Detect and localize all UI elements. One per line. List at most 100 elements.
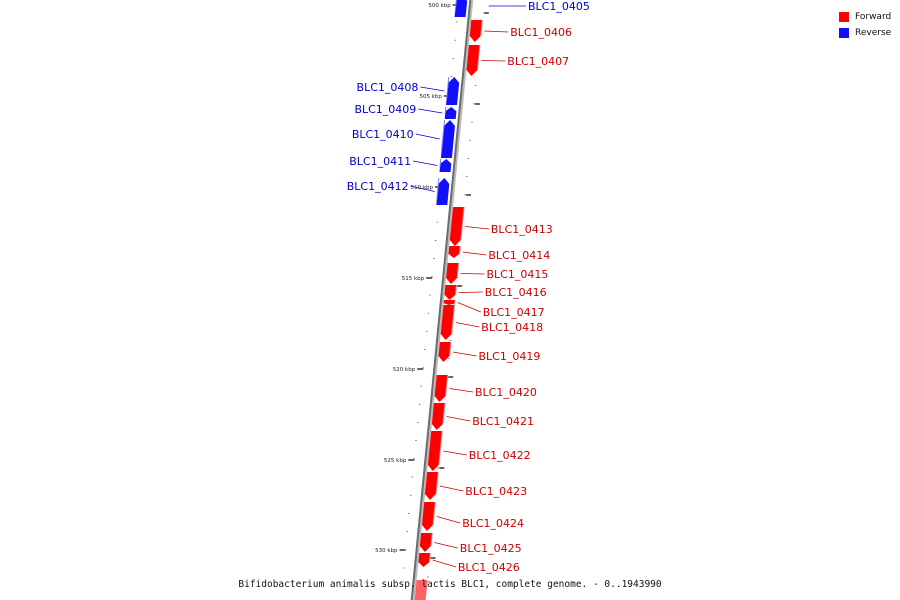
gene-label-blc1-0421[interactable]: BLC1_0421 [472,415,534,428]
legend-label-reverse: Reverse [855,28,892,38]
gene-highlight [436,177,440,200]
gene-label-blc1-0419[interactable]: BLC1_0419 [479,350,541,363]
gene-label-blc1-0413[interactable]: BLC1_0413 [491,223,553,236]
leader-line [420,86,445,92]
gene-arrow-blc1-0423[interactable] [425,472,439,500]
gene-highlight [476,44,481,71]
gene-arrow-blc1-0419[interactable] [438,342,451,362]
gene-arrow-blc1-0405[interactable] [454,0,468,17]
legend-label-forward: Forward [855,12,892,22]
gene-label-blc1-0405[interactable]: BLC1_0405 [528,0,590,13]
leader-line [436,516,461,524]
leader-line [458,291,483,293]
gene-highlight [456,262,460,279]
gene-arrow-blc1-0420[interactable] [434,375,448,402]
gene-highlight [460,206,465,241]
gene-arrow-blc1-0409[interactable] [444,107,457,119]
gene-label-blc1-0420[interactable]: BLC1_0420 [475,386,537,399]
tick-label: 515 kbp [402,276,425,282]
gene-label-blc1-0411[interactable]: BLC1_0411 [349,155,411,168]
gene-arrow-blc1-0424[interactable] [422,502,436,531]
gene-arrow-blc1-0413[interactable] [449,207,465,246]
gene-arrow-blc1-0407[interactable] [466,45,480,76]
gene-arrow-blc1-0411[interactable] [439,159,452,172]
gene-highlight [446,76,450,100]
gene-highlight [428,552,431,563]
gene-arrow-partial [414,580,428,600]
gene-label-blc1-0410[interactable]: BLC1_0410 [352,128,414,141]
gene-highlight [432,501,436,526]
leader-line [432,559,457,568]
gene-highlight [430,532,433,547]
gene-label-blc1-0418[interactable]: BLC1_0418 [481,321,543,334]
leader-line [413,160,438,166]
leader-line [449,388,474,393]
gene-arrow-blc1-0425[interactable] [419,533,433,552]
gene-highlight [439,158,442,168]
gene-highlight [438,430,443,466]
gene-label-blc1-0415[interactable]: BLC1_0415 [487,268,549,281]
legend-item-reverse: Reverse [839,25,891,41]
gene-arrow-blc1-0408[interactable] [446,77,460,105]
gene-arrow-blc1-0421[interactable] [431,403,445,430]
leader-line [465,226,489,230]
leader-line [457,302,481,313]
gene-arrow-blc1-0415[interactable] [446,263,459,284]
gene-highlight [440,119,446,153]
gene-label-blc1-0426[interactable]: BLC1_0426 [458,561,520,574]
gene-highlight [454,0,457,12]
gene-highlight [435,471,439,495]
gene-label-blc1-0414[interactable]: BLC1_0414 [488,249,550,262]
leader-line [462,251,487,256]
leader-line [439,485,464,492]
legend-swatch-forward [839,12,849,22]
leader-line [446,416,471,422]
gene-highlight [451,304,455,335]
gene-label-blc1-0406[interactable]: BLC1_0406 [510,26,572,39]
leader-line [481,60,506,62]
gene-arrow-blc1-0414[interactable] [448,246,461,258]
tick-label: 505 kbp [419,94,442,100]
gene-label-blc1-0423[interactable]: BLC1_0423 [465,485,527,498]
gene-arrow-blc1-0406[interactable] [469,20,483,42]
gene-label-blc1-0425[interactable]: BLC1_0425 [460,542,522,555]
leader-line [455,322,480,328]
gene-arrow-blc1-0416[interactable] [444,285,457,300]
gene-label-blc1-0416[interactable]: BLC1_0416 [485,286,547,299]
gene-arrow-blc1-0417[interactable] [443,300,455,305]
gene-highlight [449,341,452,357]
gene-label-blc1-0424[interactable]: BLC1_0424 [462,517,524,530]
gene-highlight [454,284,457,295]
gene-label-blc1-0412[interactable]: BLC1_0412 [347,180,409,193]
legend: Forward Reverse [839,9,891,41]
tick-label: 525 kbp [384,458,407,464]
leader-line [415,133,440,140]
leader-line [443,450,467,456]
gene-label-blc1-0409[interactable]: BLC1_0409 [354,103,416,116]
leader-line [484,30,509,33]
legend-item-forward: Forward [839,9,891,25]
legend-swatch-reverse [839,28,849,38]
leader-line [460,273,485,275]
leader-line [434,542,458,549]
gene-arrow-blc1-0412[interactable] [436,178,450,205]
map-caption: Bifidobacterium animalis subsp. lactis B… [238,579,662,590]
tick-label: 500 kbp [428,3,451,9]
gene-arrow-blc1-0410[interactable] [440,120,455,158]
gene-arrow-blc1-0426[interactable] [418,553,431,567]
tick-label: 530 kbp [375,548,398,554]
gene-highlight [480,19,483,37]
tick-label: 520 kbp [393,367,416,373]
gene-highlight [444,106,447,115]
gene-label-blc1-0417[interactable]: BLC1_0417 [483,306,545,319]
gene-arrow-blc1-0418[interactable] [440,305,455,340]
gene-highlight [445,374,449,397]
gene-highlight [442,402,446,425]
gene-highlight [458,245,461,254]
gene-label-blc1-0407[interactable]: BLC1_0407 [507,55,569,68]
gene-arrow-blc1-0422[interactable] [427,431,443,471]
gene-label-blc1-0408[interactable]: BLC1_0408 [357,81,419,94]
backbone-line [410,0,472,600]
gene-label-blc1-0422[interactable]: BLC1_0422 [469,449,531,462]
leader-line [418,108,443,114]
